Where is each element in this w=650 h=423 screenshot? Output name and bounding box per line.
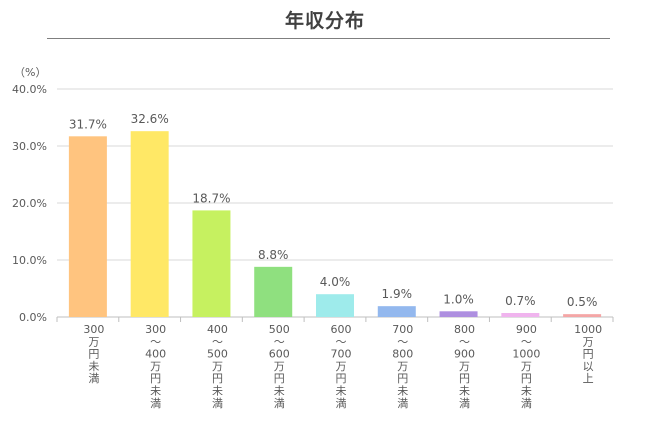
y-tick-label: 10.0% (12, 254, 47, 267)
title-divider (47, 38, 610, 39)
x-category-label: 1000 万円以上 (574, 323, 602, 385)
x-category-label: 900 ～ 1000 万円未満 (512, 323, 540, 410)
x-category-label: 600 ～ 700 万円未満 (331, 323, 352, 410)
bar-layer (68, 131, 602, 317)
bar-value-label: 0.5% (567, 295, 598, 309)
y-axis-unit-label: （%） (14, 66, 46, 79)
bar-value-label: 18.7% (192, 191, 230, 205)
bar (254, 266, 293, 317)
bar (563, 314, 602, 317)
y-tick-label: 40.0% (12, 83, 47, 96)
bar-value-label: 32.6% (131, 112, 169, 126)
bar (192, 210, 231, 317)
bar (439, 311, 478, 317)
x-category-label: 500 ～ 600 万円未満 (269, 323, 290, 410)
bar (316, 294, 354, 317)
y-tick-label: 20.0% (12, 197, 47, 210)
bar (377, 306, 416, 317)
x-category-label: 300 ～ 400 万円未満 (145, 323, 166, 410)
bar-value-label: 1.0% (443, 292, 474, 306)
label-layer: 0.0% 10.0% 20.0% 30.0% 40.0% 31.7% 300 万円未満 32.6… (12, 83, 602, 410)
bar (130, 131, 169, 317)
bar-value-label: 4.0% (320, 275, 351, 289)
bar-value-label: 8.8% (258, 248, 289, 262)
chart-title: 年収分布 (284, 10, 365, 32)
bar (68, 136, 107, 317)
bar-value-label: 1.9% (382, 287, 413, 301)
y-tick-label: 30.0% (12, 140, 47, 153)
x-category-label: 300 万円未満 (83, 323, 104, 385)
x-category-label: 800 ～ 900 万円未満 (454, 323, 475, 410)
x-category-label: 700 ～ 800 万円未満 (392, 323, 413, 410)
y-tick-label: 0.0% (19, 311, 47, 324)
x-category-label: 400 ～ 500 万円未満 (207, 323, 228, 410)
bar (501, 313, 540, 317)
bar-value-label: 0.7% (505, 294, 536, 308)
bar-value-label: 31.7% (69, 117, 107, 131)
